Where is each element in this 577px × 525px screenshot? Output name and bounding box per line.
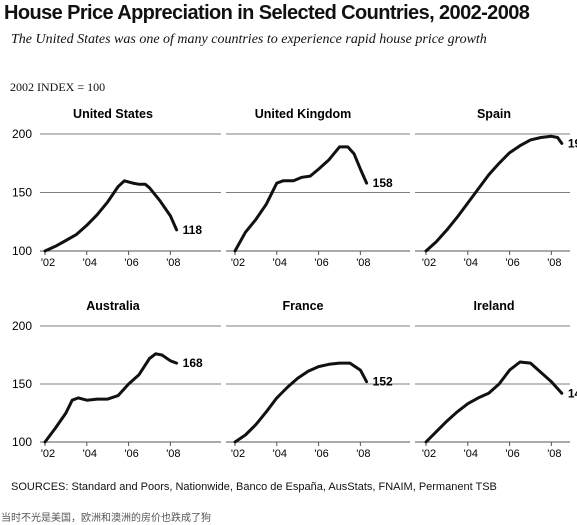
x-tick-label: '02 [231, 448, 245, 460]
x-tick-label: '06 [314, 448, 328, 460]
end-value-label: 168 [183, 356, 203, 370]
x-tick-label: '04 [273, 257, 287, 269]
chart-title: House Price Appreciation in Selected Cou… [4, 2, 530, 24]
x-tick-label: '04 [83, 448, 97, 460]
x-tick-label: '08 [166, 257, 180, 269]
x-tick-label: '04 [464, 257, 478, 269]
y-tick-label: 100 [12, 435, 32, 449]
panel-title: United Kingdom [255, 107, 352, 121]
panel-title: United States [73, 107, 153, 121]
x-tick-label: '06 [314, 257, 328, 269]
panel-title: Spain [477, 107, 511, 121]
x-tick-label: '06 [124, 257, 138, 269]
end-value-label: 142 [568, 386, 577, 400]
end-value-label: 152 [373, 375, 393, 389]
panel-france: '02 '04 '06 '08 France 152 [226, 299, 410, 460]
y-tick-label: 100 [12, 244, 32, 258]
series-line [43, 352, 179, 444]
x-tick-label: '08 [166, 448, 180, 460]
x-tick-label: '08 [547, 257, 561, 269]
series-line [424, 360, 564, 444]
panel-ireland: '02 '04 '06 '08 Ireland 142 [415, 299, 577, 460]
y-tick-label: 200 [12, 127, 32, 141]
index-note: 2002 INDEX = 100 [10, 80, 106, 94]
end-value-label: 118 [183, 223, 203, 237]
image-caption: 当时不光是美国，欧洲和澳洲的房价也跌成了狗 [1, 513, 211, 524]
x-tick-label: '04 [83, 257, 97, 269]
panel-title: France [283, 299, 324, 313]
x-tick-label: '06 [124, 448, 138, 460]
panel-title: Ireland [474, 299, 515, 313]
chart-subtitle: The United States was one of many countr… [11, 32, 487, 47]
panel-united-kingdom: '02 '04 '06 '08 United Kingdom 158 [226, 107, 410, 269]
x-tick-label: '08 [547, 448, 561, 460]
x-tick-label: '02 [41, 257, 55, 269]
x-tick-label: '02 [231, 257, 245, 269]
x-tick-label: '04 [464, 448, 478, 460]
y-tick-label: 200 [12, 319, 32, 333]
x-tick-label: '06 [505, 257, 519, 269]
x-tick-label: '02 [41, 448, 55, 460]
x-tick-label: '08 [356, 257, 370, 269]
source-note: SOURCES: Standard and Poors, Nationwide,… [11, 481, 497, 493]
series-line [43, 179, 179, 253]
series-line [424, 134, 564, 253]
series-line [233, 145, 369, 253]
x-tick-label: '02 [422, 257, 436, 269]
series-line [233, 361, 369, 444]
x-tick-label: '08 [356, 448, 370, 460]
y-tick-label: 150 [12, 377, 32, 391]
end-value-label: 192 [568, 136, 577, 150]
x-tick-label: '06 [505, 448, 519, 460]
x-tick-label: '04 [273, 448, 287, 460]
x-tick-label: '02 [422, 448, 436, 460]
end-value-label: 158 [373, 176, 393, 190]
panel-australia: 100 150 200 '02 '04 '06 '08 Australia 168 [12, 299, 221, 460]
panel-title: Australia [86, 299, 141, 313]
y-tick-label: 150 [12, 186, 32, 200]
panel-spain: '02 '04 '06 '08 Spain 192 [415, 107, 577, 269]
panel-united-states: 100 150 200 '02 '04 '06 '08 United States 118 [12, 107, 221, 269]
